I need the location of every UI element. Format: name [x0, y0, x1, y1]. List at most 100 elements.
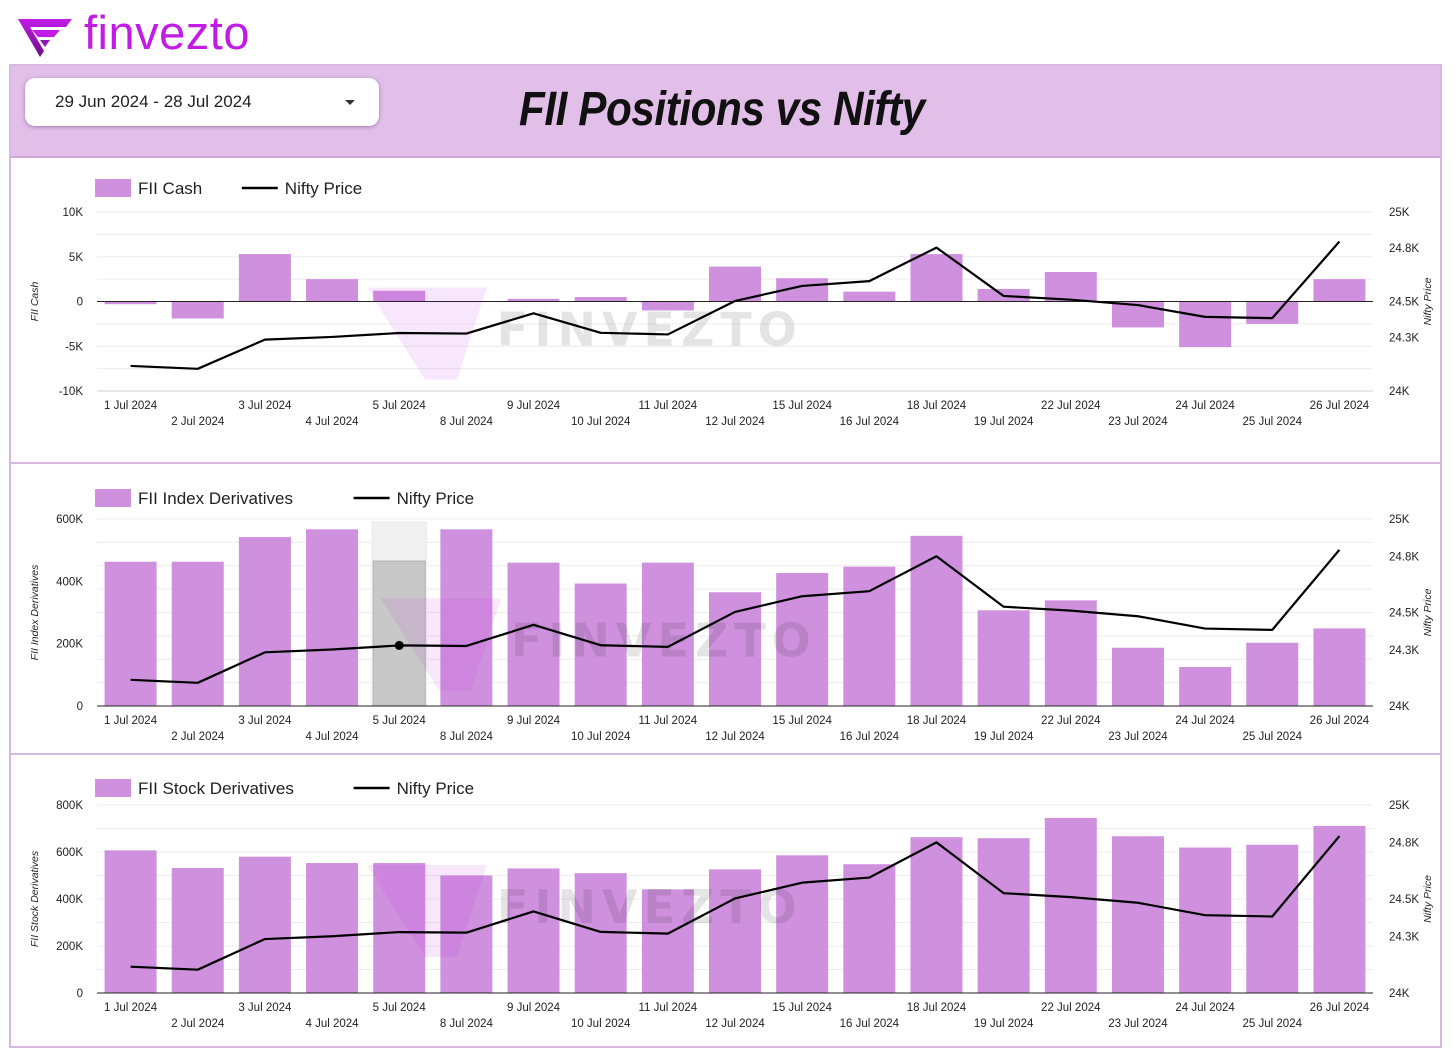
- watermark-text: FINVEZTO: [511, 614, 817, 668]
- bar-5-jul-2024: [372, 560, 426, 707]
- bar-24-jul-2024: [1179, 847, 1232, 993]
- bar-26-jul-2024: [1313, 825, 1366, 993]
- y-right-tick-label: 24.3K: [1389, 645, 1419, 657]
- fii-cash-chart-panel: 10K 5K 0 -5K -10K 25K 24.8K 24.5K 24.3K 24K FII Ca…: [11, 158, 1440, 462]
- x-tick-label: 11 Jul 2024: [639, 400, 698, 412]
- x-tick-label: 12 Jul 2024: [705, 416, 765, 428]
- x-tick-label: 1 Jul 2024: [104, 1002, 158, 1014]
- bar-26-jul-2024: [1313, 628, 1366, 706]
- y-right-tick-label: 24.5K: [1389, 608, 1419, 620]
- y-left-tick-label: 0: [77, 297, 83, 309]
- x-tick-label: 2 Jul 2024: [171, 416, 225, 428]
- x-tick-label: 23 Jul 2024: [1108, 1018, 1168, 1030]
- watermark-logo-icon: [366, 865, 487, 957]
- y-left-tick-label: -5K: [65, 341, 83, 353]
- x-tick-label: 15 Jul 2024: [772, 400, 832, 412]
- hover-point: [394, 640, 404, 650]
- bar-9-jul-2024: [507, 298, 560, 302]
- x-tick-label: 25 Jul 2024: [1243, 731, 1303, 743]
- x-tick-label: 5 Jul 2024: [373, 1002, 427, 1014]
- bar-2-jul-2024: [171, 561, 224, 706]
- y-left-tick-label: 0: [77, 701, 83, 713]
- bar-11-jul-2024: [641, 889, 694, 993]
- x-tick-label: 24 Jul 2024: [1175, 715, 1235, 727]
- legend-bar-label: FII Cash: [138, 179, 202, 198]
- y-left-axis-title: FII Stock Derivatives: [29, 850, 41, 947]
- x-tick-label: 11 Jul 2024: [639, 1002, 698, 1014]
- bar-1-jul-2024: [104, 850, 157, 993]
- x-tick-label: 25 Jul 2024: [1243, 1018, 1303, 1030]
- x-tick-label: 2 Jul 2024: [171, 731, 225, 743]
- dashboard-frame: 29 Jun 2024 - 28 Jul 2024 FII Positions …: [9, 64, 1442, 1048]
- bar-1-jul-2024: [104, 301, 157, 305]
- bar-23-jul-2024: [1111, 836, 1164, 993]
- bar-12-jul-2024: [709, 266, 761, 302]
- fii-stock-derivatives-chart: 800K 600K 400K 200K 0 25K 24.8K 24.5K 24.3K 24K FI…: [29, 779, 1434, 1030]
- bar-19-jul-2024: [977, 838, 1030, 993]
- y-right-tick-label: 25K: [1389, 800, 1410, 812]
- bar-5-jul-2024: [373, 290, 426, 302]
- date-range-picker[interactable]: 29 Jun 2024 - 28 Jul 2024: [25, 78, 379, 126]
- bar-16-jul-2024: [843, 566, 896, 706]
- bar-18-jul-2024: [910, 837, 963, 993]
- y-left-axis-title: FII Index Derivatives: [29, 564, 41, 660]
- nifty-price-line: [130, 240, 1341, 370]
- panel-divider: [11, 753, 1440, 755]
- fii-stock-derivatives-chart-panel: 800K 600K 400K 200K 0 25K 24.8K 24.5K 24.3K 24K FI…: [11, 755, 1440, 1044]
- bar-8-jul-2024: [440, 529, 493, 706]
- y-left-tick-label: 400K: [56, 576, 83, 588]
- y-left-tick-label: 10K: [63, 207, 84, 219]
- y-left-tick-label: 200K: [56, 941, 83, 953]
- x-tick-label: 5 Jul 2024: [373, 715, 427, 727]
- x-tick-label: 22 Jul 2024: [1041, 400, 1101, 412]
- y-left-tick-label: 400K: [56, 894, 83, 906]
- y-left-tick-label: 600K: [56, 847, 83, 859]
- x-tick-label: 9 Jul 2024: [507, 715, 561, 727]
- y-left-axis-title: FII Cash: [29, 282, 41, 322]
- x-tick-label: 8 Jul 2024: [440, 416, 494, 428]
- bar-3-jul-2024: [238, 856, 291, 993]
- bar-24-jul-2024: [1179, 301, 1232, 348]
- x-tick-label: 1 Jul 2024: [104, 400, 158, 412]
- page-title: FII Positions vs Nifty: [519, 83, 925, 136]
- x-tick-label: 8 Jul 2024: [440, 1018, 494, 1030]
- legend-bar-swatch: [95, 779, 131, 797]
- watermark-logo-icon: [380, 598, 501, 691]
- y-right-tick-label: 24.5K: [1389, 297, 1419, 309]
- bar-4-jul-2024: [306, 529, 359, 706]
- legend-line-label: Nifty Price: [397, 779, 474, 798]
- bar-2-jul-2024: [171, 867, 224, 993]
- bar-10-jul-2024: [574, 297, 627, 302]
- x-tick-label: 4 Jul 2024: [306, 731, 360, 743]
- watermark: FINVEZTO: [366, 865, 803, 957]
- bar-25-jul-2024: [1246, 301, 1299, 324]
- legend-bar-swatch: [95, 489, 131, 507]
- bar-2-jul-2024: [171, 301, 224, 319]
- bar-5-jul-2024: [373, 863, 426, 993]
- brand-name: finvezto: [84, 5, 250, 59]
- fii-index-derivatives-chart: 600K 400K 200K 0 25K 24.8K 24.5K 24.3K 24K FII In…: [29, 489, 1434, 743]
- y-left-tick-label: 800K: [56, 800, 83, 812]
- x-tick-label: 2 Jul 2024: [171, 1018, 225, 1030]
- x-tick-label: 10 Jul 2024: [571, 416, 631, 428]
- x-tick-label: 11 Jul 2024: [639, 715, 698, 727]
- y-right-tick-label: 24.8K: [1389, 838, 1419, 850]
- legend-bar-label: FII Stock Derivatives: [138, 779, 294, 798]
- x-tick-label: 24 Jul 2024: [1175, 1002, 1235, 1014]
- date-range-text: 29 Jun 2024 - 28 Jul 2024: [55, 92, 252, 111]
- nifty-price-line: [130, 835, 1341, 971]
- bar-9-jul-2024: [507, 868, 560, 993]
- x-tick-label: 12 Jul 2024: [705, 731, 765, 743]
- y-left-tick-label: 5K: [69, 252, 83, 264]
- x-tick-label: 23 Jul 2024: [1108, 731, 1168, 743]
- chevron-down-icon[interactable]: [345, 99, 355, 105]
- bar-23-jul-2024: [1111, 647, 1164, 706]
- x-tick-label: 15 Jul 2024: [772, 715, 832, 727]
- x-tick-label: 23 Jul 2024: [1108, 416, 1168, 428]
- watermark-text: FINVEZTO: [497, 880, 803, 934]
- x-tick-label: 26 Jul 2024: [1310, 1002, 1370, 1014]
- y-right-tick-label: 24.3K: [1389, 332, 1419, 344]
- x-tick-label: 4 Jul 2024: [306, 1018, 360, 1030]
- x-tick-label: 18 Jul 2024: [907, 400, 967, 412]
- bar-18-jul-2024: [910, 254, 963, 302]
